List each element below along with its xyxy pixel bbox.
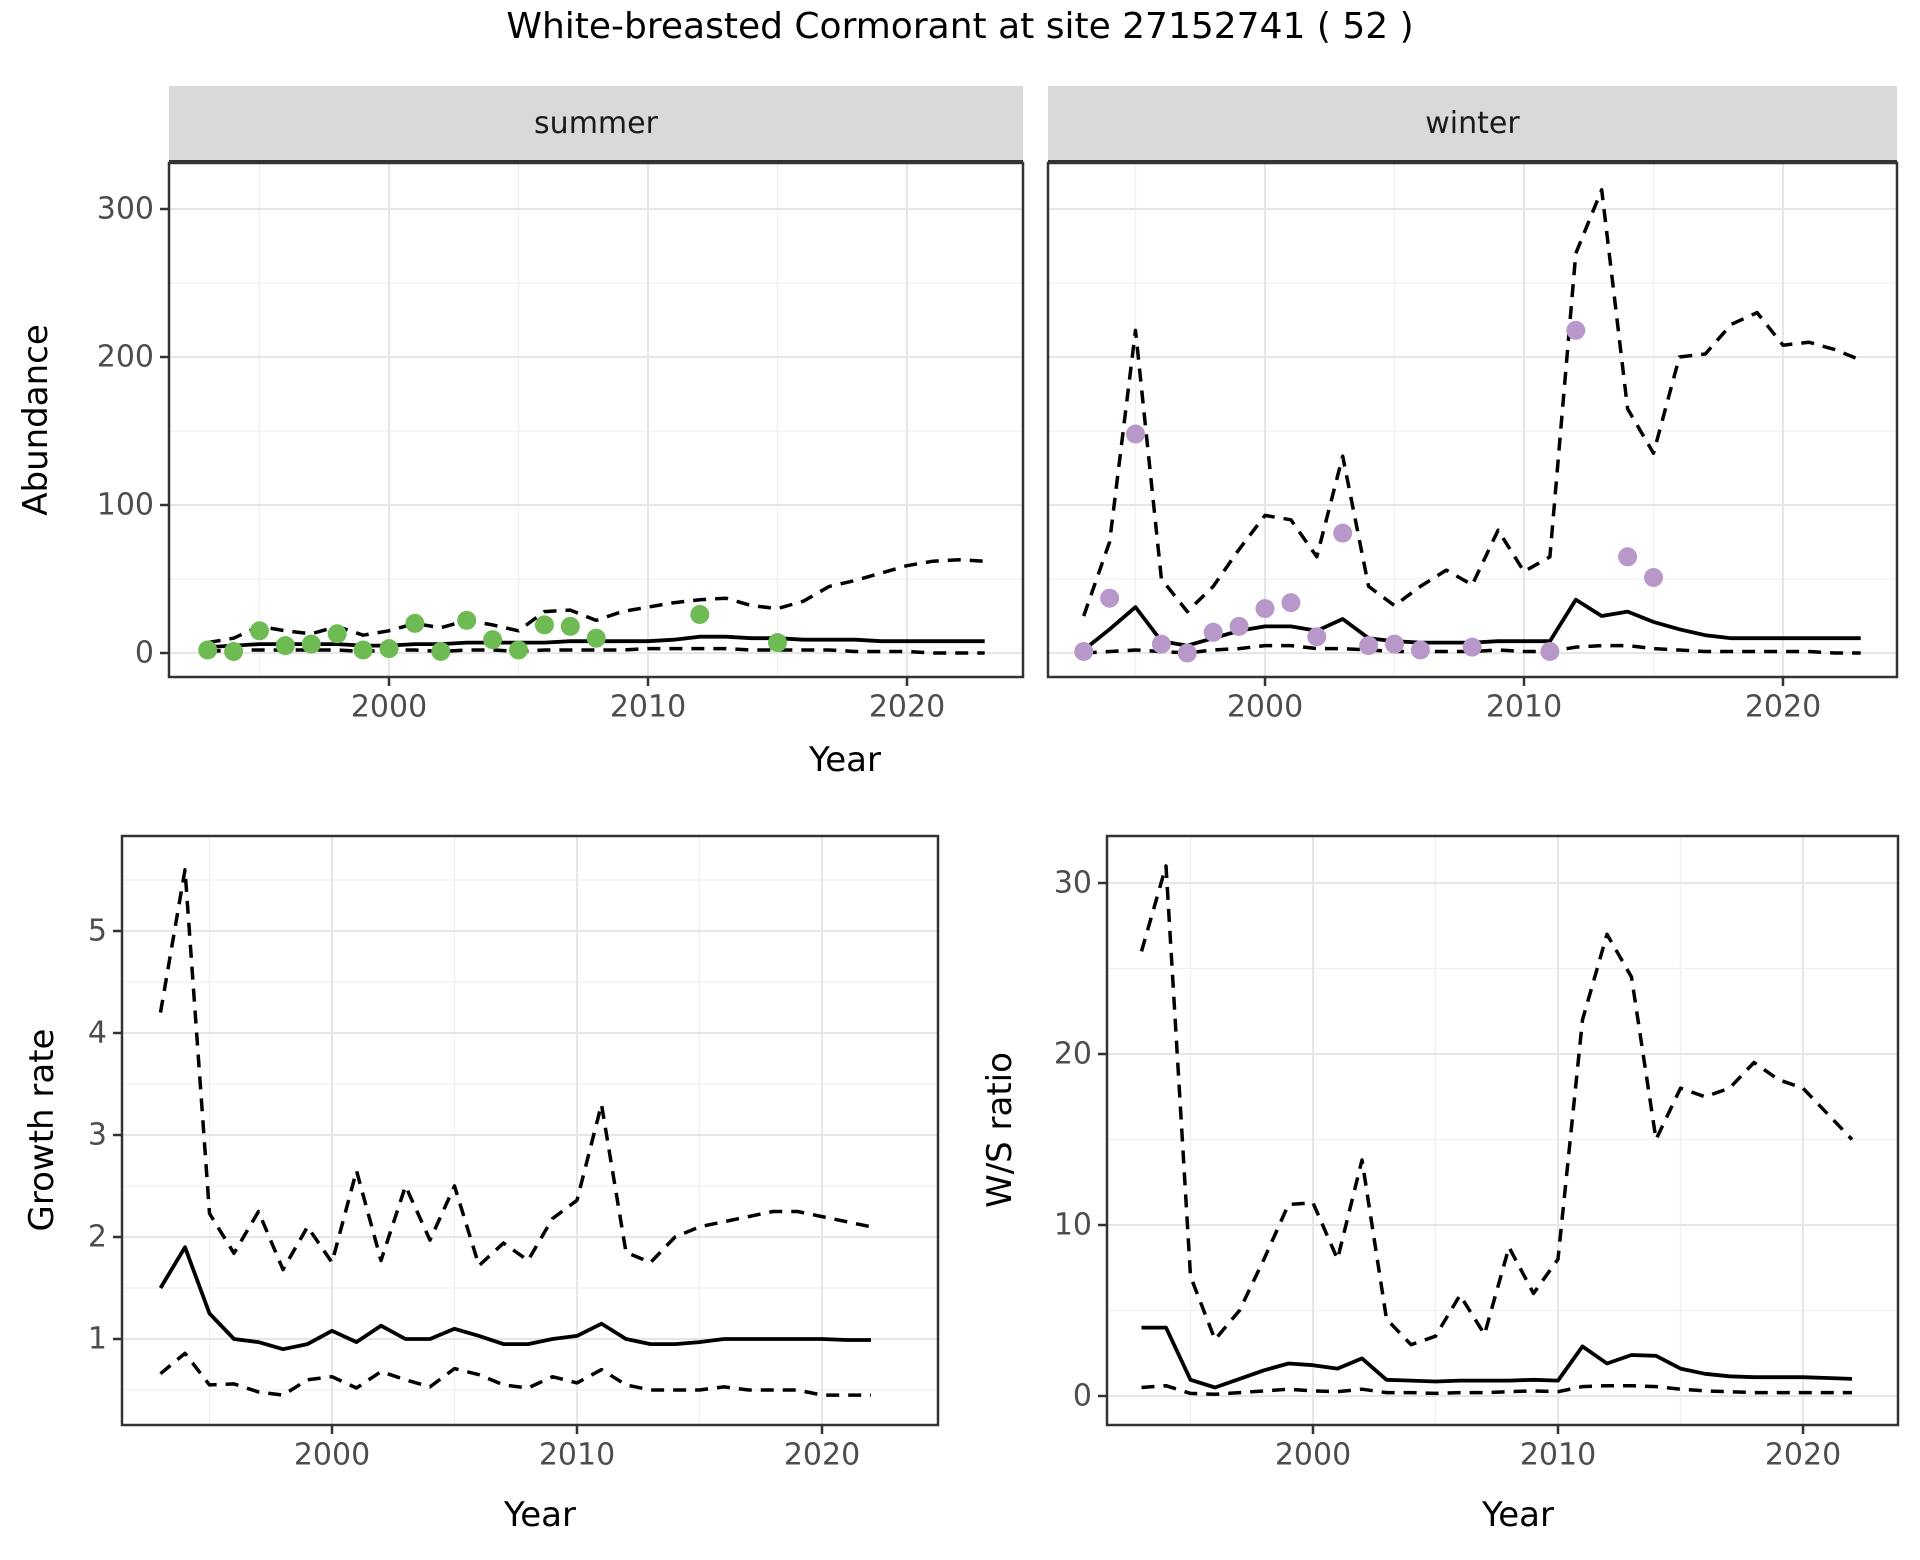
ws-ratio-panel-border [1105,834,1900,1427]
abundance-summer-x-tick-label: 2010 [610,690,686,725]
summer-observation-point [509,640,528,660]
winter-observation-point [1410,640,1430,660]
summer-observation-point [457,610,477,630]
summer-observation-point [198,640,218,660]
abundance-summer-x-tick-label: 2020 [869,690,945,725]
growth-rate-lower-ci-line [159,1351,871,1397]
winter-observation-point [1462,637,1482,657]
ws-ratio-upper-ci-line [1139,864,1854,1347]
winter-observation-point [1307,627,1327,647]
ws-ratio-y-tick-label: 10 [1054,1208,1092,1243]
abundance-winter-panel: 2000 2010 2020 [1046,161,1899,725]
abundance-winter-x-tick-label: 2000 [1227,690,1303,725]
summer-observation-point [250,621,269,641]
winter-observation-point [1126,424,1145,444]
winter-observation-point [1177,643,1197,663]
ws-ratio-y-tick-label: 30 [1054,866,1092,901]
abundance-summer-y-tick-label: 300 [97,192,154,227]
abundance-summer-y-tick-label: 0 [135,636,154,671]
growth-rate-y-tick-label: 1 [88,1322,107,1357]
abundance-winter-x-tick-label: 2010 [1486,690,1562,725]
summer-observation-point [275,636,295,656]
abundance-summer-x-tick-label: 2000 [351,690,427,725]
summer-observation-point [301,634,321,654]
summer-observation-point [768,633,787,653]
abundance-summer-y-tick-label: 200 [97,340,154,375]
summer-observation-point [327,624,347,644]
ws-ratio-x-tick-label: 2000 [1275,1438,1351,1473]
summer-observation-point [586,628,606,648]
summer-observation-point [405,613,425,633]
summer-observation-point [690,605,710,624]
facet-strip-summer-label: summer [534,105,658,141]
abundance-summer-panel: 2000 2010 2020 0 100 200 300 [97,161,1025,725]
abundance-summer-panel-border [167,161,1025,679]
top-year-axis-title: Year [809,740,881,780]
summer-observation-point [224,642,244,661]
growth-rate-x-tick-label: 2010 [539,1438,615,1473]
growth-rate-median-line [158,1245,871,1352]
growth-rate-y-tick-label: 3 [88,1118,107,1153]
ws-ratio-x-tick-label: 2020 [1765,1438,1841,1473]
ws-ratio-y-tick-label: 20 [1054,1037,1092,1072]
growth-rate-panel-border [120,834,940,1427]
winter-observation-point [1151,634,1171,654]
abundance-winter-x-tick-label: 2020 [1745,690,1821,725]
abundance-winter-lower-ci-line [1083,643,1861,655]
ws-ratio-lower-ci-line [1141,1383,1852,1397]
ws-ratio-panel: 2000 2010 2020 0 10 20 30 [1054,834,1900,1473]
figure-title: White-breasted Cormorant at site 2715274… [506,6,1414,47]
ws-ratio-x-tick-label: 2010 [1520,1438,1596,1473]
winter-observation-point [1359,636,1379,656]
growth-rate-panel: 2000 2010 2020 1 2 3 4 5 [88,834,940,1473]
growth-rate-y-tick-label: 5 [88,914,107,949]
summer-observation-point [379,639,399,659]
ws-ratio-median-line [1141,1325,1853,1390]
winter-observation-point [1255,599,1275,619]
growth-rate-x-tick-label: 2000 [294,1438,370,1473]
winter-observation-point [1333,523,1353,543]
growth-rate-y-tick-label: 2 [88,1220,107,1255]
winter-observation-point [1618,547,1638,567]
winter-observation-point [1385,634,1404,654]
winter-observation-point [1540,642,1560,661]
growth-rate-upper-ci-line [158,868,872,1272]
facet-strip-winter-label: winter [1425,105,1520,141]
winter-observation-point [1644,568,1663,587]
growth-rate-x-tick-label: 2020 [784,1438,860,1473]
winter-observation-point [1074,642,1094,661]
summer-observation-point [353,640,373,660]
summer-observation-point [560,616,580,636]
winter-observation-point [1566,320,1586,340]
winter-observation-point [1100,588,1120,608]
summer-observation-point [483,630,503,650]
ws-ratio-y-tick-label: 0 [1073,1379,1092,1414]
winter-observation-point [1203,622,1223,642]
abundance-summer-y-tick-label: 100 [97,488,154,523]
summer-observation-point [534,615,554,635]
abundance-summer-lower-ci-line [207,646,985,655]
ws-year-axis-title: Year [1482,1495,1554,1535]
summer-observation-point [431,642,451,661]
growth-rate-y-tick-label: 4 [88,1016,107,1051]
growth-year-axis-title: Year [504,1495,576,1535]
abundance-winter-upper-ci-line [1082,188,1862,617]
winter-observation-point [1229,616,1249,636]
winter-observation-point [1281,593,1301,613]
abundance-winter-panel-border [1046,161,1899,679]
